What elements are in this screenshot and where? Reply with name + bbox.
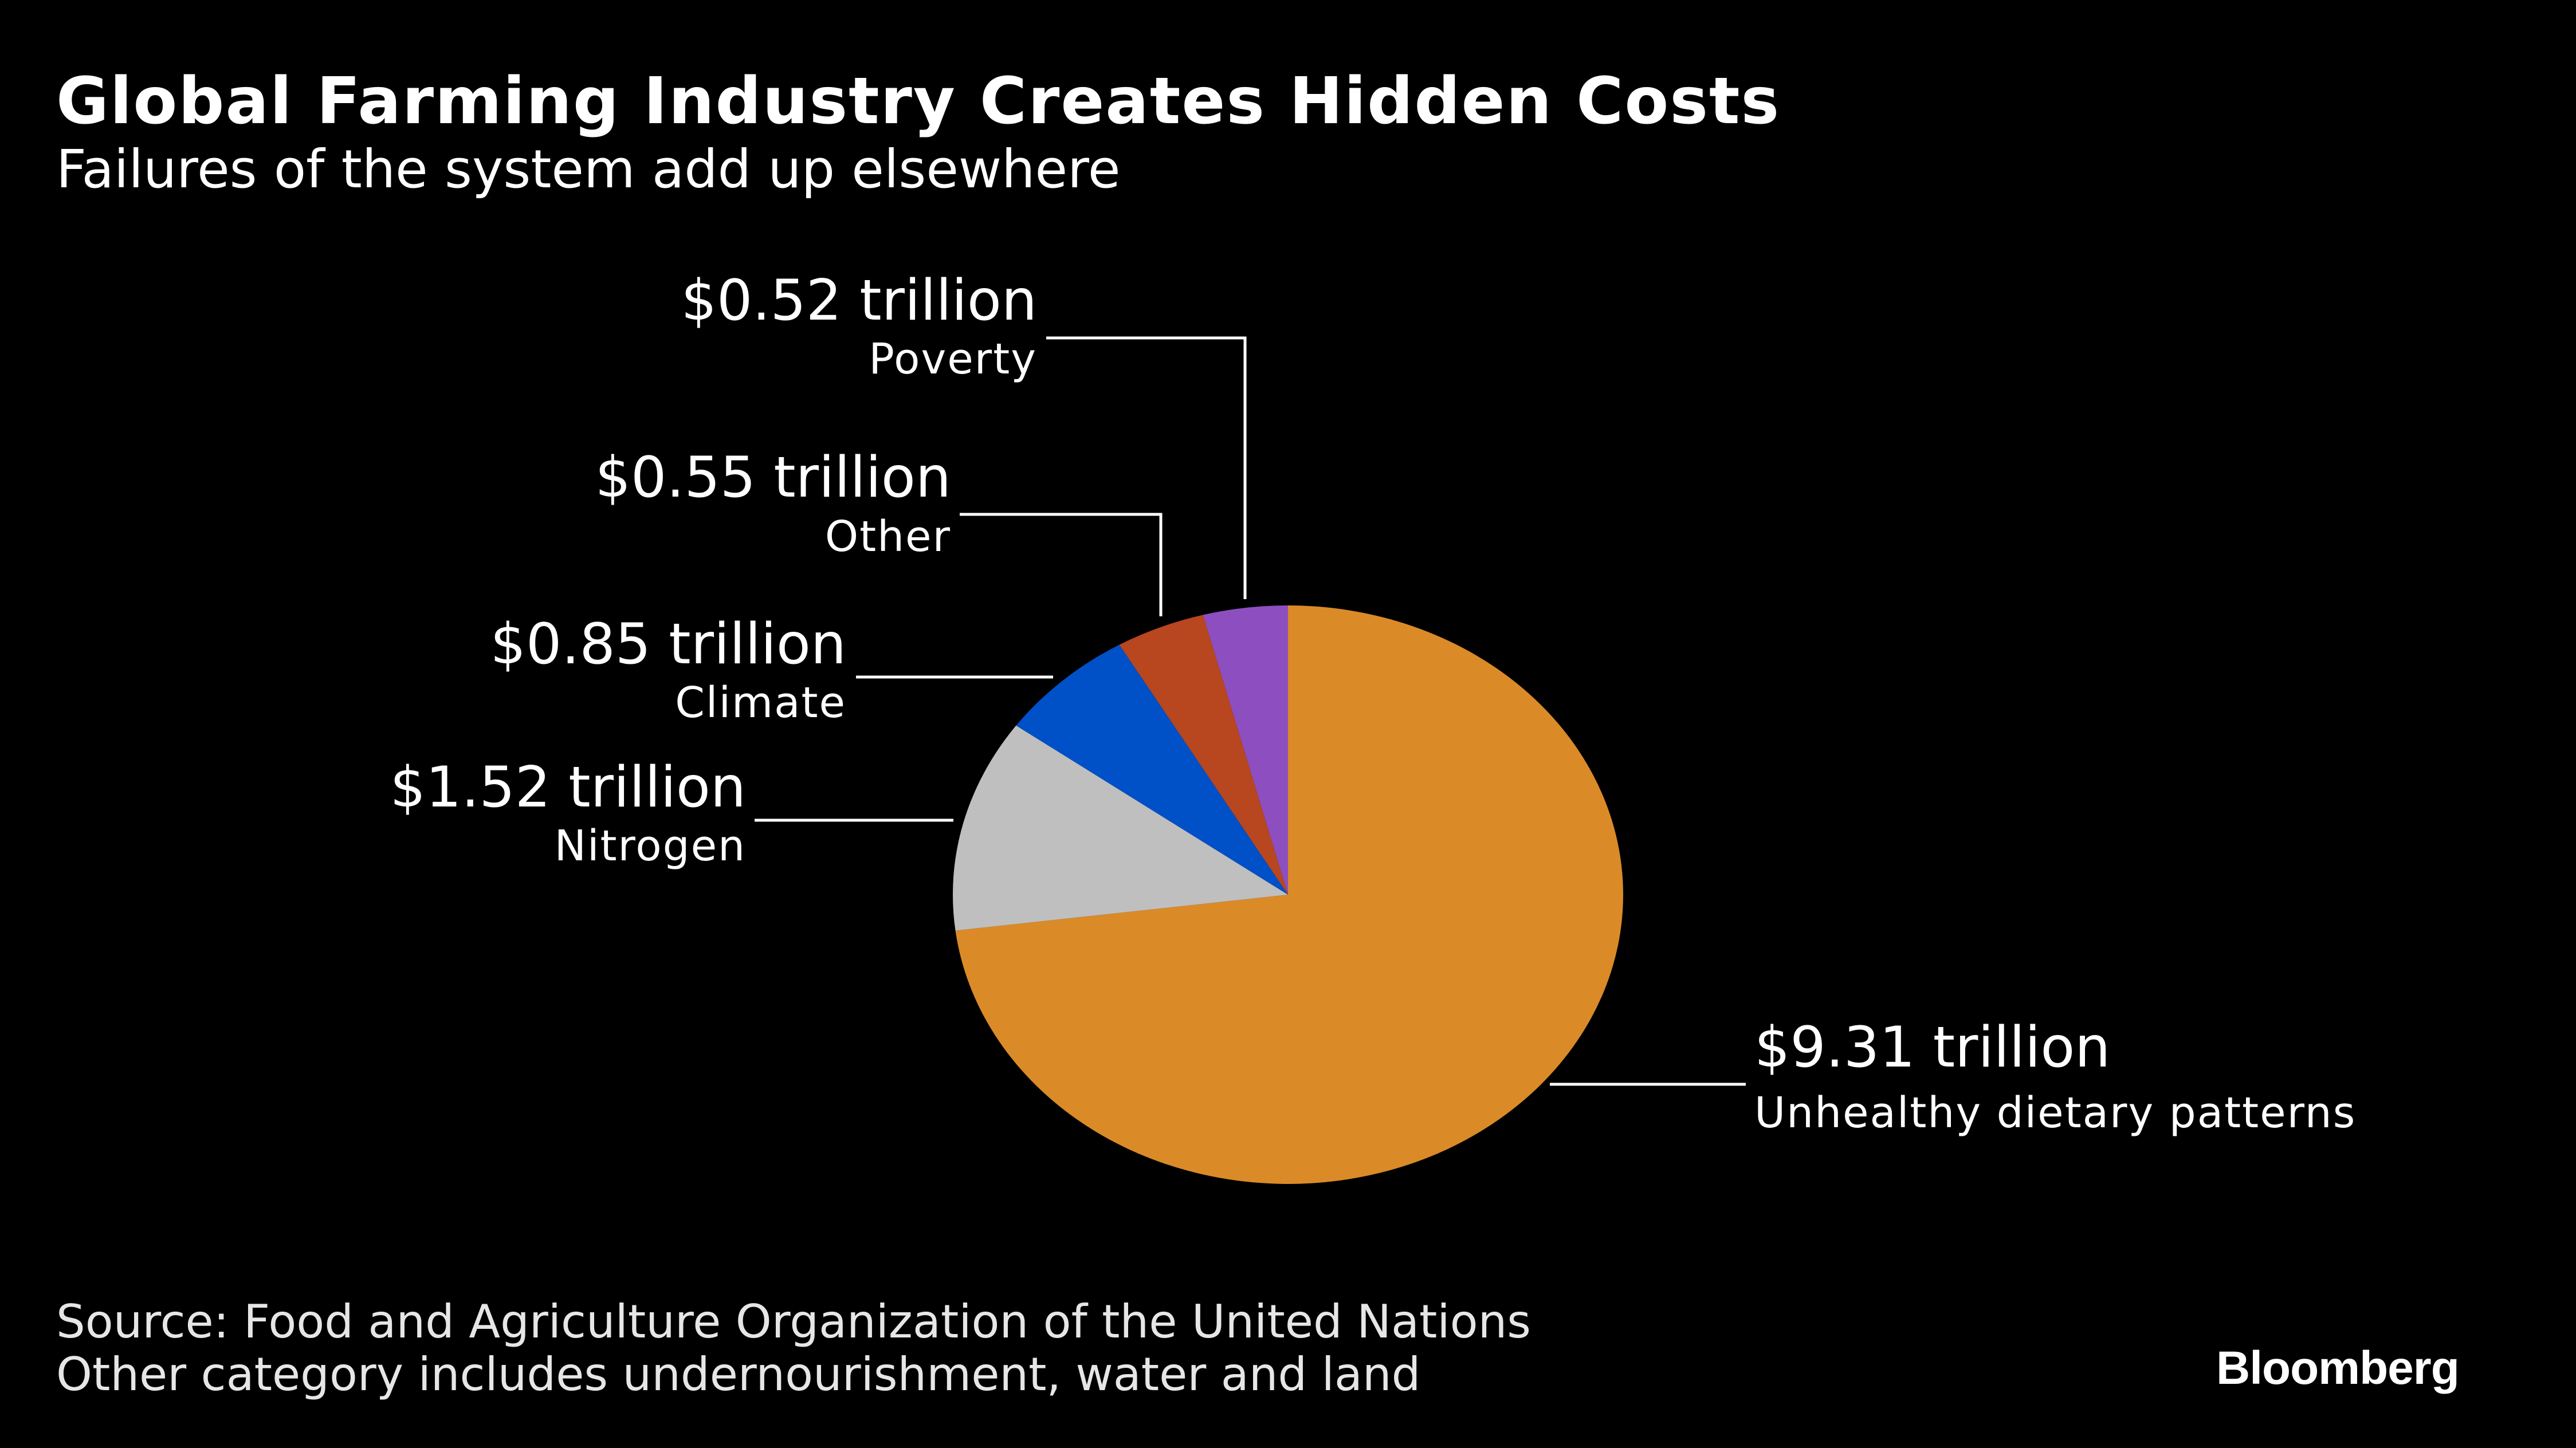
category-label-other: Other xyxy=(825,512,951,561)
category-label-poverty: Poverty xyxy=(869,335,1037,384)
value-label-other: $0.55 trillion xyxy=(595,445,951,510)
pie-slice-nitrogen xyxy=(952,725,1288,931)
pie-slices xyxy=(952,605,1623,1184)
slice-labels: $9.31 trillion Unhealthy dietary patterns… xyxy=(390,268,2356,1138)
pie-slice-other xyxy=(1119,615,1288,895)
source-note: Source: Food and Agriculture Organizatio… xyxy=(56,1295,1531,1348)
footer-notes: Source: Food and Agriculture Organizatio… xyxy=(56,1296,1531,1401)
chart-subtitle: Failures of the system add up elsewhere xyxy=(56,139,1121,200)
value-label-unhealthy-dietary-patterns: $9.31 trillion xyxy=(1754,1015,2110,1080)
category-label-nitrogen: Nitrogen xyxy=(555,821,746,871)
leader-line-other xyxy=(960,513,1163,616)
category-label-unhealthy-dietary-patterns: Unhealthy dietary patterns xyxy=(1754,1088,2356,1138)
chart-title: Global Farming Industry Creates Hidden C… xyxy=(56,64,1781,139)
bloomberg-logo: Bloomberg xyxy=(2216,1342,2460,1394)
value-label-climate: $0.85 trillion xyxy=(490,612,846,677)
leader-lines xyxy=(755,336,1746,1086)
pie-slice-poverty xyxy=(1203,605,1288,895)
pie-slice-climate xyxy=(1016,644,1288,895)
value-label-poverty: $0.52 trillion xyxy=(681,268,1037,333)
category-note: Other category includes undernourishment… xyxy=(56,1348,1421,1401)
pie-slice-unhealthy-dietary-patterns xyxy=(955,605,1623,1184)
value-label-nitrogen: $1.52 trillion xyxy=(390,755,746,820)
category-label-climate: Climate xyxy=(675,678,846,727)
leader-line-poverty xyxy=(1046,336,1247,599)
